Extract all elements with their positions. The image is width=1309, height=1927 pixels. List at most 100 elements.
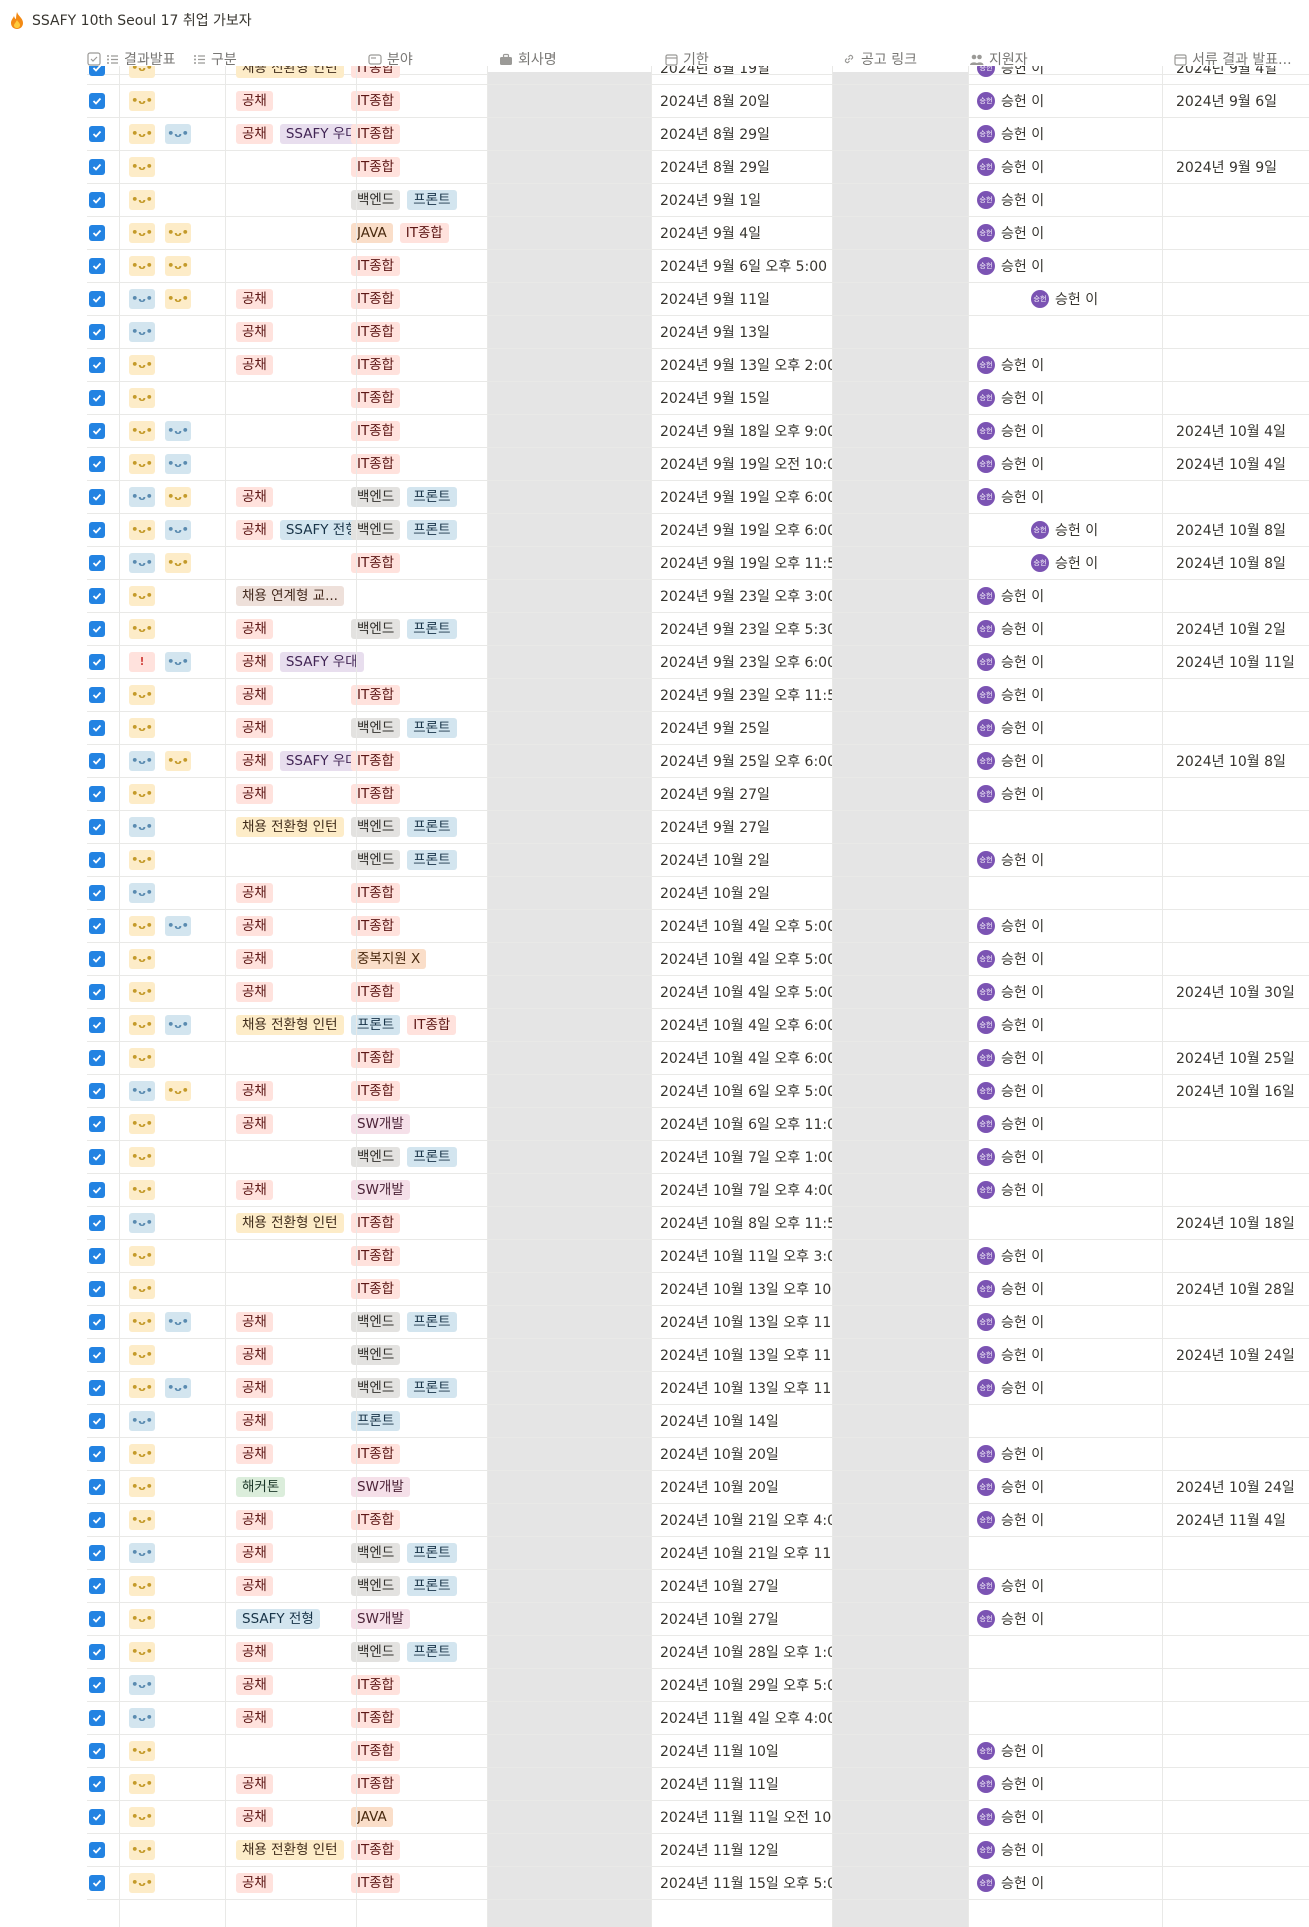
type-cell[interactable]: 공채 SSAFY 우대 — [236, 744, 364, 777]
link-cell[interactable] — [832, 1074, 968, 1107]
applicant-cell[interactable] — [977, 810, 1167, 843]
applicant-person[interactable]: 승헌 승헌 이 — [977, 1840, 1044, 1860]
company-cell[interactable] — [487, 249, 651, 282]
type-cell[interactable]: 공채 — [236, 282, 364, 315]
type-cell[interactable]: 공채 — [236, 975, 364, 1008]
applicant-person[interactable]: 승헌 승헌 이 — [977, 1774, 1044, 1794]
doc-result-cell[interactable] — [1168, 711, 1308, 744]
column-header-field[interactable]: 분야 — [368, 44, 488, 74]
type-cell[interactable] — [236, 183, 364, 216]
applicant-person[interactable]: 승헌 승헌 이 — [977, 66, 1044, 78]
result-cell[interactable]: •ᴗ• — [129, 1239, 229, 1272]
result-cell[interactable]: •ᴗ• — [129, 1107, 229, 1140]
deadline-cell[interactable]: 2024년 9월 25일 오후 6:00 — [652, 744, 832, 777]
table-row[interactable]: •ᴗ• 공채 백엔드 프론트 2024년 9월 25일 승헌 승헌 이 — [87, 711, 1309, 745]
type-cell[interactable]: 공채 — [236, 1173, 364, 1206]
doc-result-cell[interactable]: 2024년 9월 9일 — [1168, 150, 1308, 183]
company-cell[interactable] — [487, 1701, 651, 1734]
row-checkbox[interactable] — [89, 389, 105, 406]
select-all-checkbox[interactable] — [87, 44, 101, 74]
result-cell[interactable]: •ᴗ• — [129, 876, 229, 909]
table-row[interactable]: •ᴗ• 공채 IT종합 2024년 8월 20일 승헌 승헌 이 2024년 9월 6일 — [87, 84, 1309, 118]
applicant-person[interactable]: 승헌 승헌 이 — [977, 190, 1044, 210]
applicant-person[interactable]: 승헌 승헌 이 — [977, 586, 1044, 606]
result-cell[interactable]: •ᴗ• — [129, 579, 229, 612]
company-cell[interactable] — [487, 612, 651, 645]
applicant-person[interactable]: 승헌 승헌 이 — [977, 850, 1044, 870]
doc-result-cell[interactable] — [1168, 1140, 1308, 1173]
row-checkbox[interactable] — [89, 1874, 105, 1891]
type-cell[interactable] — [236, 150, 364, 183]
link-cell[interactable] — [832, 249, 968, 282]
type-cell[interactable] — [236, 1041, 364, 1074]
column-header-deadline[interactable]: 기한 — [665, 44, 795, 74]
table-row[interactable]: •ᴗ• 백엔드 프론트 2024년 10월 2일 승헌 승헌 이 — [87, 843, 1309, 877]
applicant-person[interactable]: 승헌 승헌 이 — [977, 91, 1044, 111]
link-cell[interactable] — [832, 117, 968, 150]
field-cell[interactable]: SW개발 — [351, 1107, 481, 1140]
result-cell[interactable]: •ᴗ• •ᴗ• — [129, 249, 229, 282]
result-cell[interactable]: •ᴗ• — [129, 975, 229, 1008]
field-cell[interactable]: 백엔드 프론트 — [351, 1635, 481, 1668]
result-cell[interactable]: •ᴗ• •ᴗ• — [129, 546, 229, 579]
field-cell[interactable]: 백엔드 프론트 — [351, 711, 481, 744]
company-cell[interactable] — [487, 1173, 651, 1206]
result-cell[interactable]: •ᴗ• — [129, 1833, 229, 1866]
result-cell[interactable]: •ᴗ• — [129, 843, 229, 876]
doc-result-cell[interactable] — [1168, 1635, 1308, 1668]
applicant-cell[interactable]: 승헌 승헌 이 — [977, 66, 1167, 84]
applicant-person[interactable]: 승헌 승헌 이 — [977, 1873, 1044, 1893]
deadline-cell[interactable]: 2024년 8월 29일 — [652, 117, 832, 150]
row-checkbox[interactable] — [89, 1412, 105, 1429]
row-checkbox[interactable] — [89, 884, 105, 901]
applicant-cell[interactable] — [977, 1635, 1167, 1668]
row-checkbox[interactable] — [89, 917, 105, 934]
result-cell[interactable]: •ᴗ• — [129, 84, 229, 117]
field-cell[interactable]: 백엔드 프론트 — [351, 1536, 481, 1569]
field-cell[interactable]: IT종합 — [351, 1041, 481, 1074]
link-cell[interactable] — [832, 216, 968, 249]
field-cell[interactable]: 백엔드 프론트 — [351, 810, 481, 843]
link-cell[interactable] — [832, 480, 968, 513]
type-cell[interactable]: 공채 — [236, 1437, 364, 1470]
link-cell[interactable] — [832, 678, 968, 711]
table-row[interactable]: •ᴗ• SSAFY 전형 SW개발 2024년 10월 27일 승헌 승헌 이 — [87, 1602, 1309, 1636]
field-cell[interactable]: SW개발 — [351, 1470, 481, 1503]
link-cell[interactable] — [832, 414, 968, 447]
link-cell[interactable] — [832, 1668, 968, 1701]
deadline-cell[interactable]: 2024년 10월 6일 오후 11:00 — [652, 1107, 832, 1140]
table-row[interactable]: •ᴗ• 공채 IT종합 2024년 9월 27일 승헌 승헌 이 — [87, 777, 1309, 811]
deadline-cell[interactable]: 2024년 9월 4일 — [652, 216, 832, 249]
doc-result-cell[interactable]: 2024년 10월 2일 — [1168, 612, 1308, 645]
doc-result-cell[interactable]: 2024년 10월 28일 — [1168, 1272, 1308, 1305]
table-row[interactable]: •ᴗ• •ᴗ• 공채 SSAFY 우대 IT종합 2024년 9월 25일 오후 6:00… — [87, 744, 1309, 778]
field-cell[interactable]: IT종합 — [351, 381, 481, 414]
link-cell[interactable] — [832, 975, 968, 1008]
type-cell[interactable]: 공채 — [236, 1371, 364, 1404]
row-checkbox[interactable] — [89, 752, 105, 769]
row-checkbox[interactable] — [89, 1841, 105, 1858]
row-checkbox[interactable] — [89, 1511, 105, 1528]
table-row[interactable]: •ᴗ• 공채 IT종합 2024년 9월 13일 — [87, 315, 1309, 349]
column-header-type[interactable]: 구분 — [193, 44, 298, 74]
row-checkbox[interactable] — [89, 158, 105, 175]
link-cell[interactable] — [832, 150, 968, 183]
row-checkbox[interactable] — [89, 785, 105, 802]
company-cell[interactable] — [487, 1833, 651, 1866]
table-row[interactable]: •ᴗ• IT종합 2024년 10월 11일 오후 3:00 승헌 승헌 이 — [87, 1239, 1309, 1273]
link-cell[interactable] — [832, 777, 968, 810]
field-cell[interactable]: 백엔드 프론트 — [351, 1305, 481, 1338]
type-cell[interactable]: 공채 SSAFY 우대 — [236, 645, 364, 678]
applicant-person[interactable]: 승헌 승헌 이 — [977, 1081, 1044, 1101]
result-cell[interactable]: •ᴗ• — [129, 1503, 229, 1536]
field-cell[interactable]: IT종합 — [351, 1767, 481, 1800]
row-checkbox[interactable] — [89, 422, 105, 439]
deadline-cell[interactable]: 2024년 9월 6일 오후 5:00 — [652, 249, 832, 282]
applicant-cell[interactable]: 승헌 승헌 이 — [977, 513, 1167, 546]
deadline-cell[interactable]: 2024년 8월 29일 — [652, 150, 832, 183]
type-cell[interactable] — [236, 216, 364, 249]
doc-result-cell[interactable]: 2024년 9월 4일 — [1168, 66, 1308, 84]
result-cell[interactable]: •ᴗ• — [129, 1140, 229, 1173]
result-cell[interactable]: •ᴗ• — [129, 1206, 229, 1239]
